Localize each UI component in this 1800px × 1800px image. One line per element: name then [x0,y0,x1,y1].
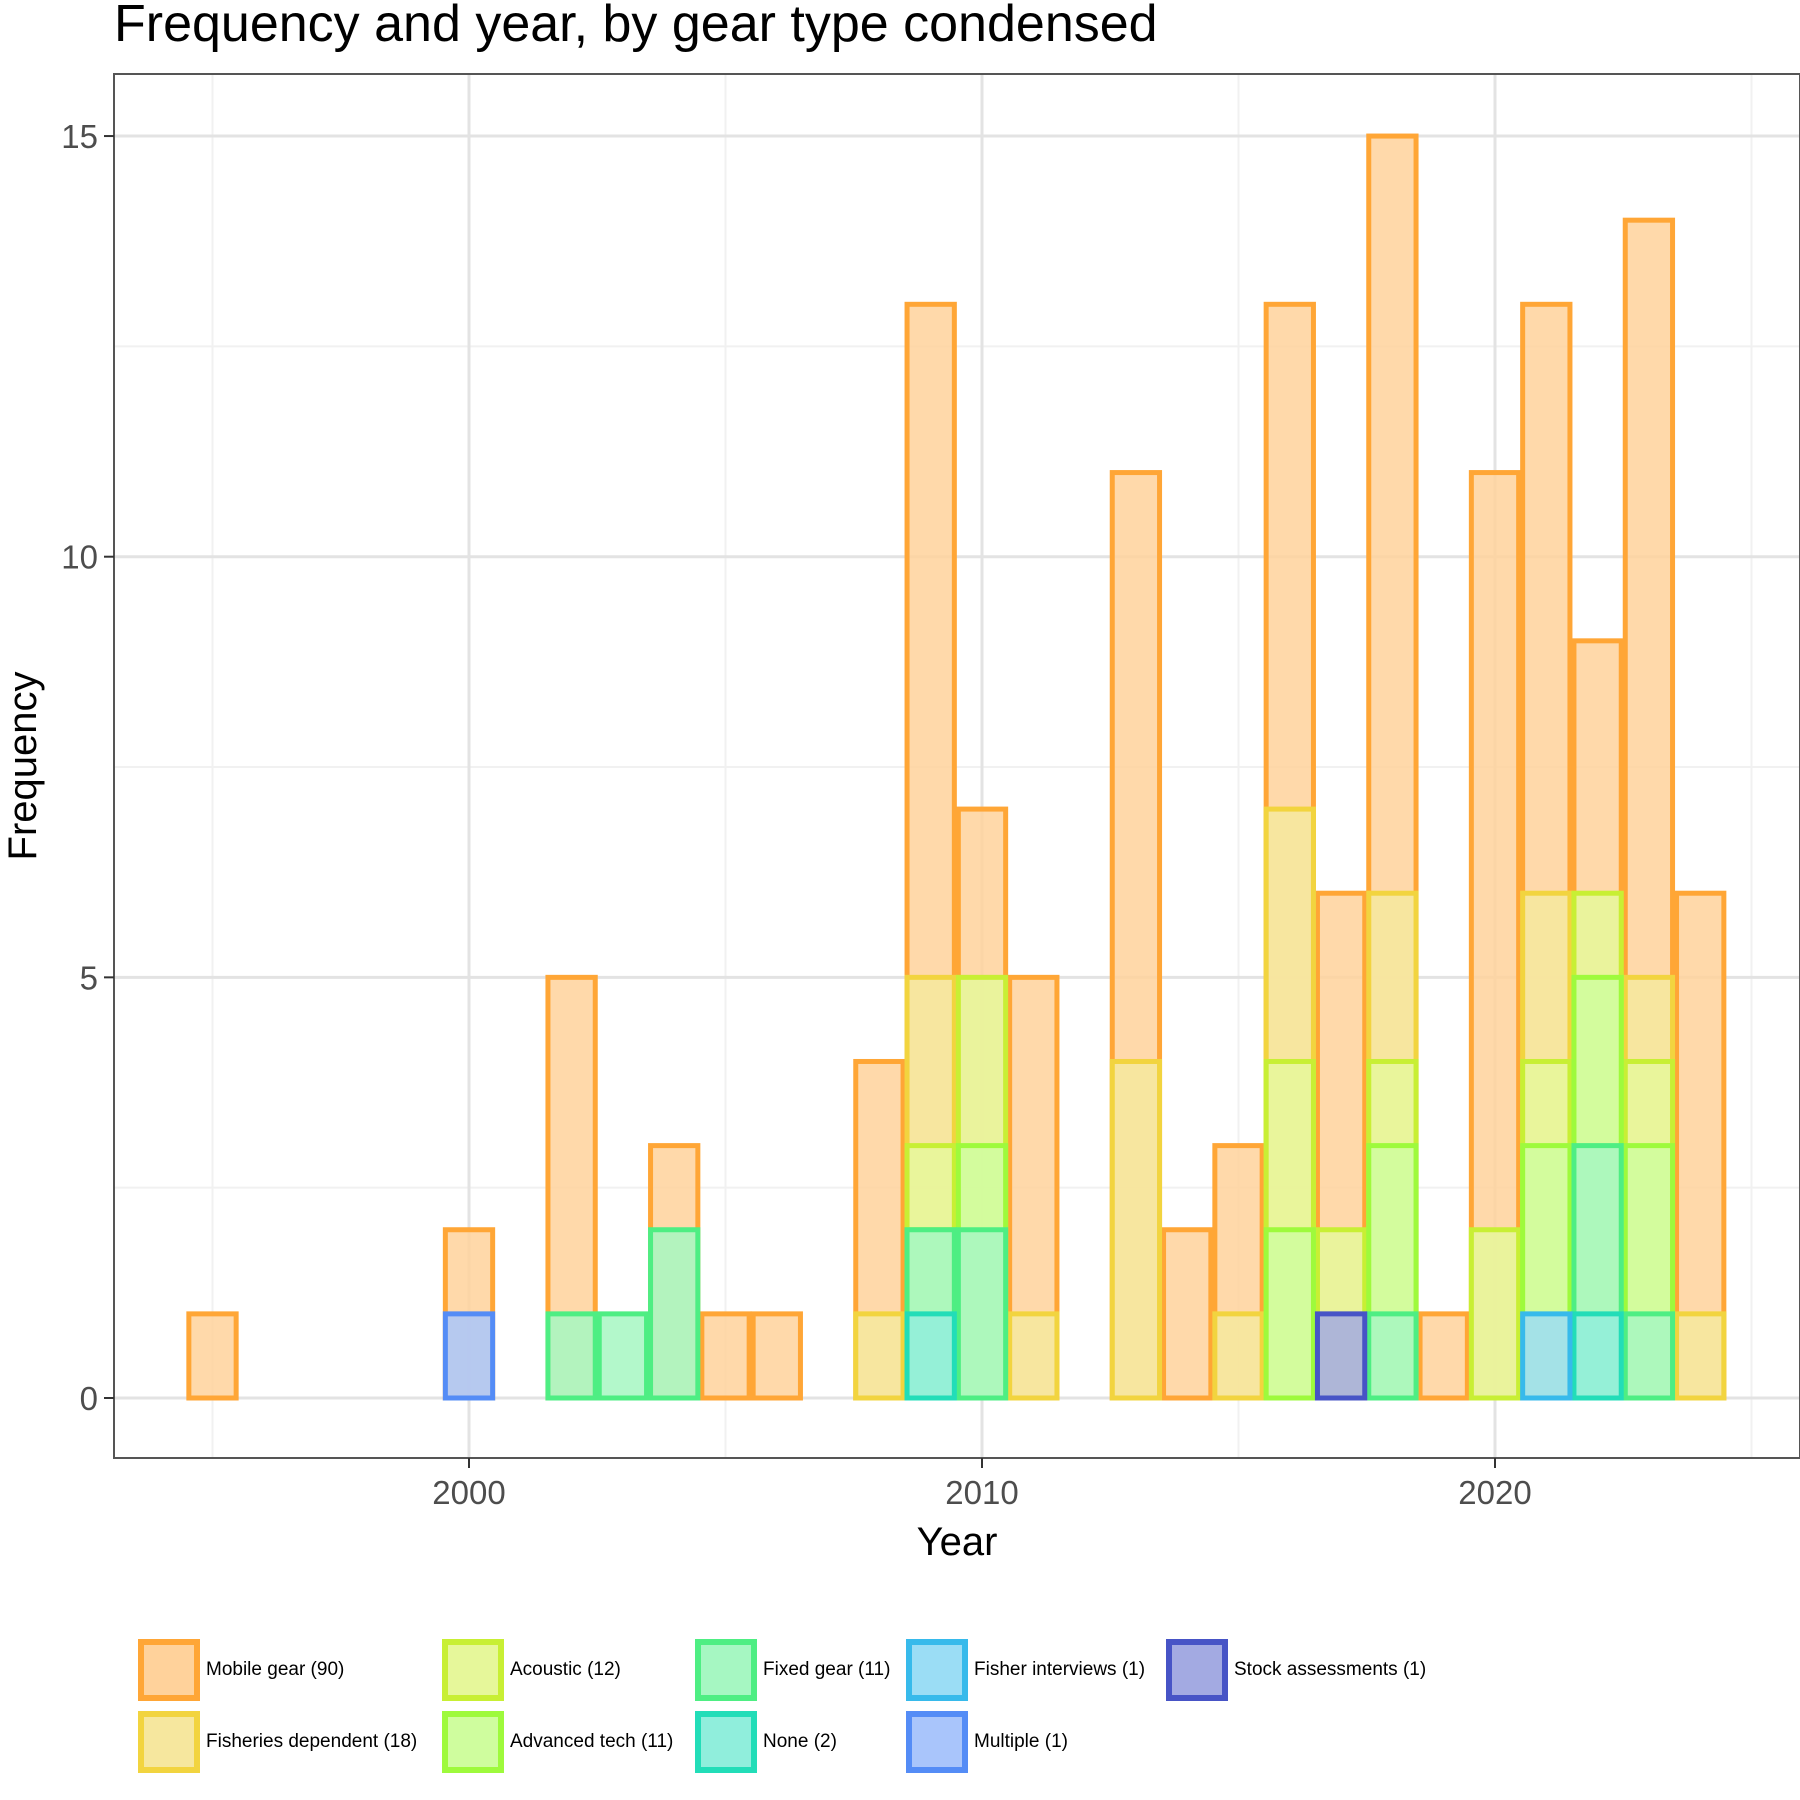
bar-acoustic [1468,1227,1522,1401]
y-tick-label: 10 [61,539,98,576]
bar-fixed-gear [1366,1311,1419,1401]
bars [186,133,1727,1401]
bar-fixed-gear [1622,1311,1676,1401]
bar-mobile-gear [1417,1311,1470,1401]
y-axis-title: Frequency [1,672,45,861]
bar-fisheries-dependent [1109,1058,1163,1401]
y-tick-label: 15 [61,118,98,155]
bar-mobile-gear [186,1311,239,1401]
x-axis-title: Year [917,1520,998,1564]
bar-fixed-gear [596,1311,650,1401]
bar-fisheries-dependent [853,1311,906,1401]
bar-mobile-gear [1161,1227,1214,1401]
bar-none [1571,1311,1624,1401]
x-tick-label: 2020 [1458,1474,1531,1511]
bar-fisheries-dependent [1674,1311,1727,1401]
panel-border [113,73,1800,1459]
bar-stock-assessments [1314,1311,1368,1401]
y-tick-label: 0 [80,1380,98,1417]
plot-frame [113,73,1800,1459]
axis-ticks: 0 5 10 15 2000 2010 2020 [61,118,1531,1511]
bar-mobile-gear [699,1311,752,1401]
bar-fixed-gear [955,1227,1009,1401]
x-tick-label: 2010 [945,1474,1018,1511]
bar-multiple [442,1311,496,1401]
bar-fixed-gear [648,1227,701,1401]
bar-fixed-gear [545,1311,598,1401]
x-tick-label: 2000 [432,1474,505,1511]
bar-mobile-gear [750,1311,803,1401]
bar-advanced-tech [1263,1227,1316,1401]
bar-fisheries-dependent [1007,1311,1060,1401]
y-tick-label: 5 [80,959,98,996]
bar-fisheries-dependent [1212,1311,1265,1401]
chart-title: Frequency and year, by gear type condens… [114,0,1158,53]
bar-fisher-interviews [1520,1311,1573,1401]
bar-none [904,1311,957,1401]
